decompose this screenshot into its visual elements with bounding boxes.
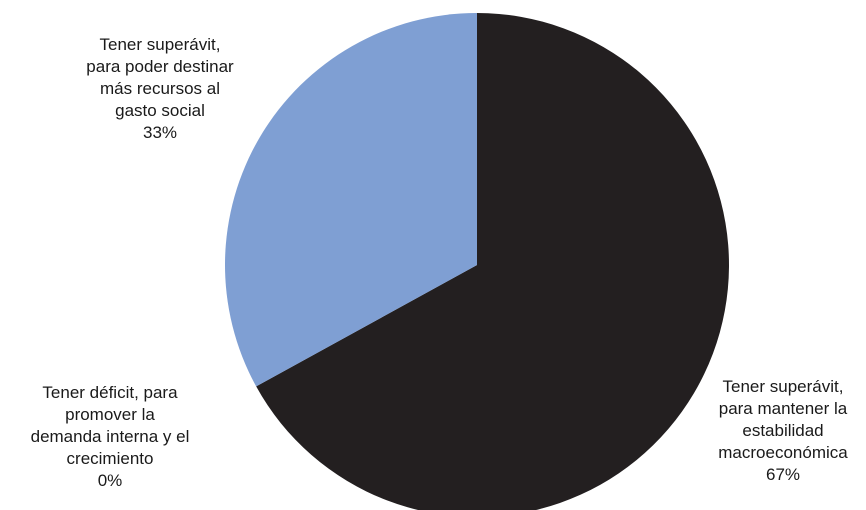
- pie-slices: [224, 13, 729, 510]
- slice-label-deficit: Tener déficit, para promover la demanda …: [0, 382, 220, 492]
- label-line: gasto social: [115, 101, 205, 120]
- pie-slice-0: [256, 13, 729, 510]
- label-line: Tener superávit,: [99, 35, 221, 54]
- label-line: Tener déficit, para: [42, 383, 178, 402]
- label-line: para mantener la: [718, 399, 848, 418]
- label-line: promover la: [65, 405, 155, 424]
- label-line: más recursos al: [100, 79, 220, 98]
- label-line: Tener superávit,: [722, 377, 844, 396]
- slice-percent: 0%: [97, 471, 123, 490]
- label-line: estabilidad: [742, 421, 824, 440]
- slice-percent: 33%: [142, 123, 178, 142]
- slice-label-gasto-social: Tener superávit, para poder destinar más…: [50, 34, 270, 144]
- label-line: para poder destinar: [86, 57, 234, 76]
- slice-percent: 67%: [765, 465, 801, 484]
- label-line: crecimiento: [66, 449, 154, 468]
- slice-label-estabilidad: Tener superávit, para mantener la estabi…: [700, 376, 866, 486]
- label-line: macroeconómica: [718, 443, 848, 462]
- label-line: demanda interna y el: [30, 427, 190, 446]
- pie-slice-2: [224, 13, 477, 387]
